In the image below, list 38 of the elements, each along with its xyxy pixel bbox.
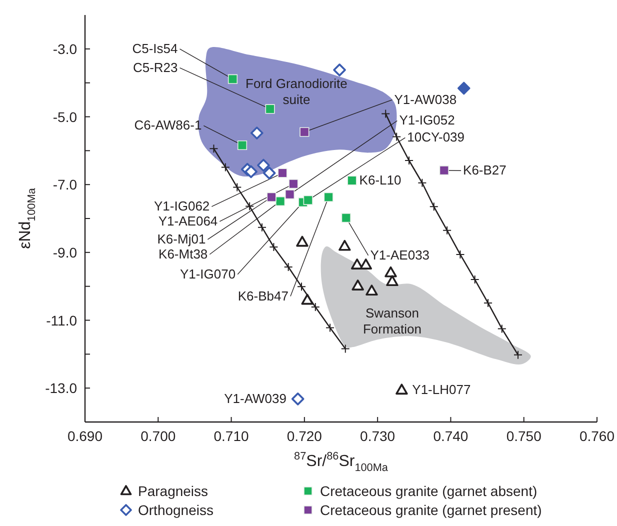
x-axis-title: $^{87}$Sr/$^{86}$Sr$_{100Ma}$ bbox=[294, 450, 389, 474]
annotation: K6-L10 bbox=[359, 172, 402, 188]
y-tick-label: -11.0 bbox=[46, 312, 78, 328]
annotation: Y1-AW039 bbox=[224, 391, 286, 406]
x-tick-label: 0.740 bbox=[433, 428, 468, 444]
y-tick-label: -5.0 bbox=[52, 108, 78, 125]
annotation: C5-Is54 bbox=[132, 40, 178, 56]
y-tick-label: -13.0 bbox=[45, 380, 78, 396]
x-tick-label: 0.730 bbox=[360, 428, 396, 444]
y-tick-label: -7.0 bbox=[52, 176, 78, 193]
x-tick-label: 0.720 bbox=[286, 428, 322, 444]
annotation: C5-R23 bbox=[132, 60, 178, 75]
annotation: K6-B27 bbox=[463, 162, 506, 178]
annotation: K6-Mj01 bbox=[157, 231, 206, 246]
x-tick-label: 0.750 bbox=[506, 428, 542, 444]
annotation: Swanson Formation bbox=[362, 305, 422, 336]
legend-label: Cretaceous granite (garnet present) bbox=[320, 502, 542, 518]
annotation: C6-AW86-1 bbox=[134, 118, 202, 133]
x-tick-label: 0.700 bbox=[140, 428, 176, 444]
legend-label: Paragneiss bbox=[138, 483, 208, 499]
y-tick-label: -9.0 bbox=[52, 244, 78, 260]
x-tick-label: 0.710 bbox=[214, 428, 250, 444]
legend-label: Orthogneiss bbox=[138, 502, 214, 518]
annotation: 10CY-039 bbox=[407, 130, 465, 145]
legend-label: Cretaceous granite (garnet absent) bbox=[320, 483, 538, 499]
annotation: Ford Granodiorite suite bbox=[246, 76, 348, 107]
annotation: Y1-AW038 bbox=[394, 92, 457, 107]
annotation: K6-Bb47 bbox=[238, 288, 288, 304]
y-tick-label: -3.0 bbox=[52, 40, 78, 57]
annotation: Y1-LH077 bbox=[412, 382, 471, 398]
annotation: Y1-IG062 bbox=[154, 198, 210, 214]
annotation: K6-Mt38 bbox=[158, 246, 208, 262]
annotation: Y1-IG070 bbox=[180, 266, 236, 282]
x-tick-label: 0.760 bbox=[579, 428, 615, 444]
annotation: Y1-AE033 bbox=[370, 247, 430, 262]
x-tick-label: 0.690 bbox=[67, 428, 103, 444]
annotation: Y1-AE064 bbox=[158, 213, 218, 228]
annotation: Y1-IG052 bbox=[399, 112, 455, 128]
